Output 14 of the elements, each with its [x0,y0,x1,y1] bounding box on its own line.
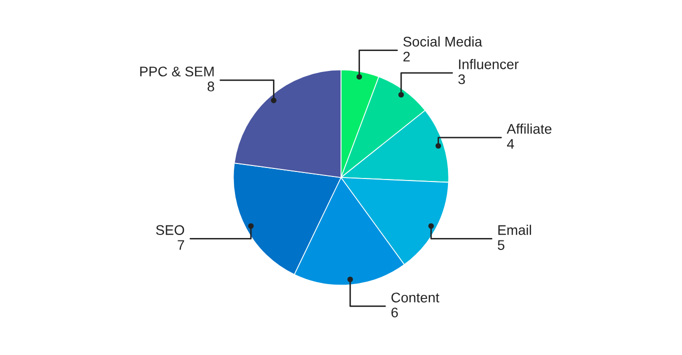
slice-label: Email [498,224,532,235]
data-label: 3 [458,74,465,84]
slice-label: Influencer [459,59,519,70]
slice-label: Social Media [403,36,482,47]
data-label: 2 [403,52,410,62]
data-label: 7 [178,240,184,250]
slice-label: PPC & SEM [140,66,214,76]
data-label: 6 [391,308,398,318]
slice-label: Affiliate [506,124,552,134]
slice-label: Content [391,292,440,302]
data-label: 8 [208,82,214,92]
slice-label: SEO [156,225,184,235]
data-label: 5 [498,240,504,250]
data-label: 4 [507,139,514,149]
